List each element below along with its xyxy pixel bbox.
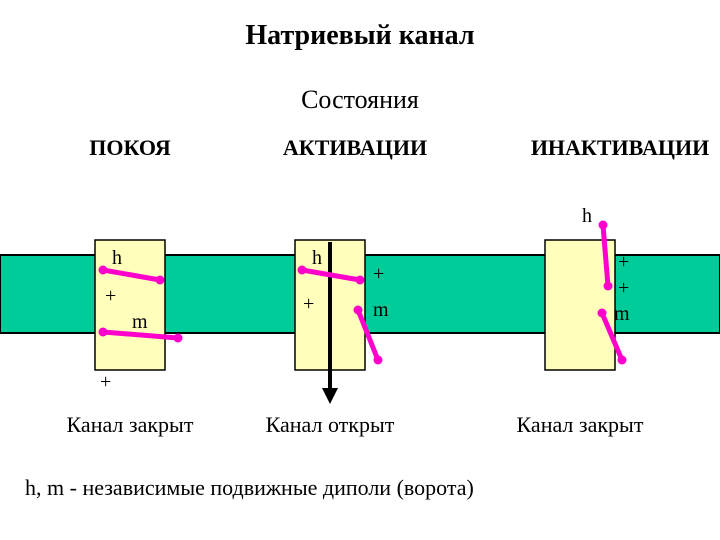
rest-h-label: h (112, 247, 122, 269)
state-inactive-label: ИНАКТИВАЦИИ (531, 135, 709, 160)
active-plus-right: + (373, 263, 384, 285)
footer-text: h, m - независимые подвижные диполи (вор… (25, 475, 474, 500)
active-plus-h: + (303, 293, 314, 315)
rest-m-label: m (132, 311, 148, 333)
flow-arrowhead (322, 388, 338, 404)
state-active-label: АКТИВАЦИИ (283, 135, 427, 160)
active-m-label: m (373, 299, 389, 321)
inactive-h-outside: h (582, 205, 592, 227)
rest-plus-m: + (100, 371, 111, 393)
inactive-plus-2: + (618, 277, 629, 299)
inactive-m-label: m (614, 303, 630, 325)
state-rest-label: ПОКОЯ (89, 135, 171, 160)
caption-inactive: Канал закрыт (517, 412, 644, 437)
rest-plus-h: + (105, 285, 116, 307)
active-h-label: h (312, 247, 322, 269)
caption-rest: Канал закрыт (67, 412, 194, 437)
diagram-canvas: ПОКОЯ АКТИВАЦИИ ИНАКТИВАЦИИ h + m + h + … (0, 0, 720, 540)
inactive-plus-1: + (618, 251, 629, 273)
caption-active: Канал открыт (266, 412, 395, 437)
